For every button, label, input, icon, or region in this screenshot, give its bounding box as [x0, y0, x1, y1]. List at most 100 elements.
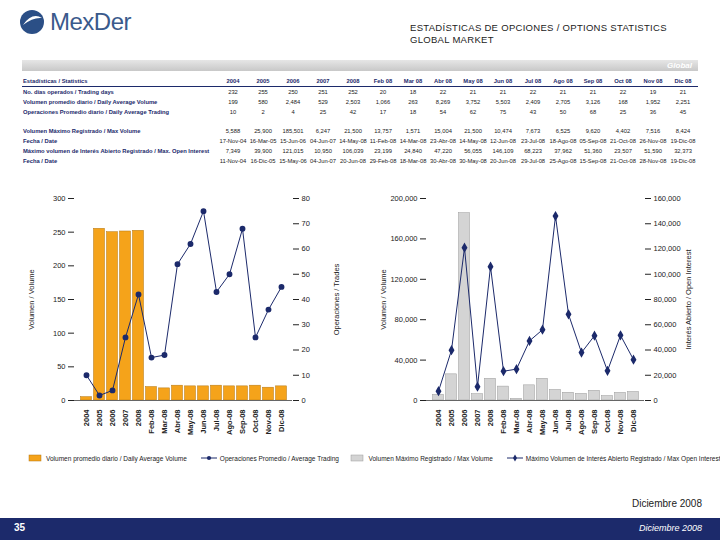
html-text:Ago 08: Ago 08: [553, 78, 573, 84]
html-text:2006: 2006: [286, 78, 300, 84]
svg-text:2007: 2007: [121, 410, 130, 427]
svg-text:200: 200: [53, 261, 66, 270]
svg-text:0: 0: [654, 396, 658, 405]
svg-text:40: 40: [302, 295, 310, 304]
svg-text:Operaciones / Trades: Operaciones / Trades: [332, 263, 341, 335]
svg-text:2006: 2006: [460, 410, 469, 427]
svg-text:Oct-08: Oct-08: [603, 410, 612, 433]
html-text:Volumen promedio diario / Dail: Volumen promedio diario / Daily Average …: [46, 454, 187, 462]
svg-text:Jul-08: Jul-08: [212, 410, 221, 432]
html-text:2004: 2004: [226, 78, 240, 84]
html-text:Nov 08: Nov 08: [643, 78, 663, 84]
html-text:Diciembre 2008: Diciembre 2008: [632, 498, 702, 509]
svg-text:300: 300: [53, 194, 66, 203]
html-text:Oct 08: Oct 08: [614, 78, 632, 84]
svg-text:80,000: 80,000: [395, 315, 418, 324]
svg-text:160,000: 160,000: [654, 194, 681, 203]
svg-text:20: 20: [302, 345, 310, 354]
svg-text:0: 0: [413, 396, 417, 405]
svg-text:Abr-08: Abr-08: [525, 410, 534, 434]
html-text:Jul 08: Jul 08: [524, 78, 542, 84]
svg-text:Feb-08: Feb-08: [147, 410, 156, 434]
html-text:2008: 2008: [346, 78, 360, 84]
svg-text:Jul-08: Jul-08: [564, 410, 573, 432]
svg-text:Ago-08: Ago-08: [577, 410, 586, 435]
svg-text:Abr-08: Abr-08: [173, 410, 182, 434]
svg-text:160,000: 160,000: [390, 234, 417, 243]
svg-text:150: 150: [53, 295, 66, 304]
html-text:No. días operados / Trading da: No. días operados / Trading days: [23, 89, 114, 95]
svg-text:2005: 2005: [95, 410, 104, 427]
svg-text:0: 0: [61, 396, 65, 405]
html-text:Operaciones Promedio / Average: Operaciones Promedio / Average Trading: [219, 454, 339, 462]
html-text:2005: 2005: [256, 78, 270, 84]
svg-text:250: 250: [53, 228, 66, 237]
svg-text:2008: 2008: [486, 410, 495, 427]
svg-text:30: 30: [302, 320, 310, 329]
html-text:ESTADÍSTICAS DE OPCIONES / OPT: ESTADÍSTICAS DE OPCIONES / OPTIONS STATI…: [410, 22, 667, 33]
html-text:250: 250: [288, 89, 298, 95]
html-text:Mar 08: Mar 08: [403, 78, 423, 84]
svg-text:80,000: 80,000: [654, 295, 677, 304]
svg-text:Jun-08: Jun-08: [551, 410, 560, 434]
svg-text:2004: 2004: [434, 409, 443, 427]
svg-text:120,000: 120,000: [390, 275, 417, 284]
svg-text:40,000: 40,000: [654, 345, 677, 354]
html-text:May 08: May 08: [463, 78, 483, 84]
svg-text:0: 0: [302, 396, 306, 405]
html-text:232: 232: [228, 89, 238, 95]
svg-text:Interés Abierto / Open Interes: Interés Abierto / Open Interest: [684, 249, 693, 350]
html-text:GLOBAL MARKET: GLOBAL MARKET: [410, 34, 494, 45]
html-text:251: 251: [318, 89, 328, 95]
html-text:2007: 2007: [316, 78, 330, 84]
html-text:35: 35: [14, 522, 26, 533]
svg-text:Dic-08: Dic-08: [629, 410, 638, 433]
svg-text:Oct-08: Oct-08: [251, 410, 260, 433]
svg-text:2005: 2005: [447, 410, 456, 427]
svg-text:100: 100: [53, 329, 66, 338]
svg-text:60: 60: [302, 244, 310, 253]
svg-text:2006: 2006: [108, 410, 117, 427]
svg-text:40,000: 40,000: [395, 356, 418, 365]
svg-text:50: 50: [302, 270, 310, 279]
svg-text:Volumen / Volume: Volumen / Volume: [379, 269, 388, 329]
svg-text:Jun-08: Jun-08: [199, 410, 208, 434]
html-text:Feb 08: Feb 08: [373, 78, 393, 84]
svg-text:Ago-08: Ago-08: [225, 410, 234, 435]
svg-text:120,000: 120,000: [654, 244, 681, 253]
svg-text:Mar-08: Mar-08: [512, 410, 521, 434]
svg-text:200,000: 200,000: [390, 194, 417, 203]
svg-text:2008: 2008: [134, 410, 143, 427]
svg-text:10: 10: [302, 371, 310, 380]
svg-text:Sep-08: Sep-08: [590, 410, 599, 435]
svg-text:May-08: May-08: [538, 410, 547, 435]
html-text:Dic 08: Dic 08: [674, 78, 692, 84]
svg-text:80: 80: [302, 194, 310, 203]
html-text:MexDer: MexDer: [50, 8, 131, 35]
html-text:Volumen Máximo Registrado / Ma: Volumen Máximo Registrado / Max Volume: [368, 454, 493, 462]
html-text:Diciembre 2008: Diciembre 2008: [639, 523, 702, 533]
svg-text:Dic-08: Dic-08: [277, 410, 286, 433]
svg-text:Volumen / Volume: Volumen / Volume: [27, 269, 36, 329]
svg-text:70: 70: [302, 219, 310, 228]
svg-text:2004: 2004: [82, 409, 91, 427]
svg-text:Mar-08: Mar-08: [160, 410, 169, 434]
html-text:Sep 08: Sep 08: [583, 78, 603, 84]
svg-text:May-08: May-08: [186, 410, 195, 435]
svg-text:Nov-08: Nov-08: [616, 410, 625, 435]
html-text:Estadísticas / Statistics: Estadísticas / Statistics: [23, 78, 88, 84]
html-text:Máximo Volumen de Interés Abie: Máximo Volumen de Interés Abierto Regist…: [525, 454, 720, 462]
svg-text:20,000: 20,000: [654, 371, 677, 380]
html-text:Jun 08: Jun 08: [493, 78, 513, 84]
svg-text:60,000: 60,000: [654, 320, 677, 329]
svg-text:Sep-08: Sep-08: [238, 410, 247, 435]
svg-text:50: 50: [57, 362, 65, 371]
html-text:Abr 08: Abr 08: [434, 78, 452, 84]
svg-text:2007: 2007: [473, 410, 482, 427]
svg-text:100,000: 100,000: [654, 270, 681, 279]
svg-text:140,000: 140,000: [654, 219, 681, 228]
svg-text:Feb-08: Feb-08: [499, 410, 508, 434]
html-text:Global: Global: [667, 61, 692, 70]
html-text:255: 255: [258, 89, 268, 95]
svg-text:Nov-08: Nov-08: [264, 410, 273, 435]
